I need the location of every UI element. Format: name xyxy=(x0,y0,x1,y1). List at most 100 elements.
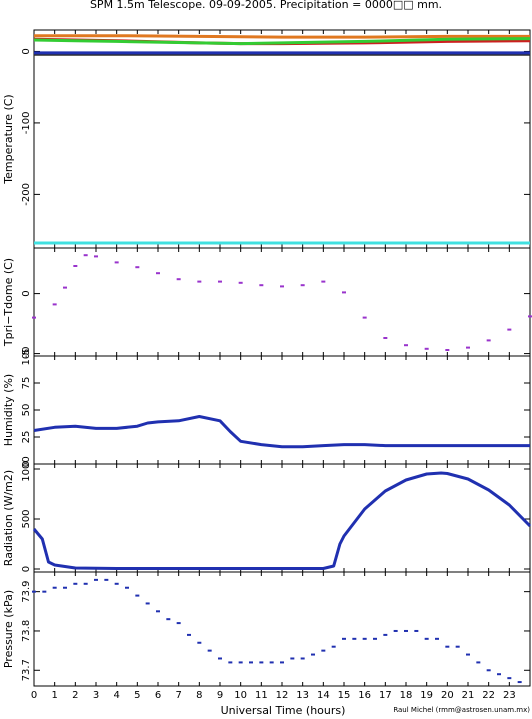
y-axis-label: Humidity (%) xyxy=(2,374,15,446)
x-tick-label: 20 xyxy=(441,690,454,701)
data-point xyxy=(176,622,181,625)
data-point xyxy=(114,261,119,264)
data-point xyxy=(373,637,377,640)
data-point xyxy=(187,633,191,636)
data-point xyxy=(476,661,481,664)
plot-frame xyxy=(33,247,531,357)
data-point xyxy=(228,661,233,664)
x-tick-label: 19 xyxy=(420,690,433,701)
data-point xyxy=(166,618,171,621)
x-tick-label: 1 xyxy=(51,690,57,701)
x-tick-label: 15 xyxy=(338,690,351,701)
data-point xyxy=(145,602,150,605)
panel-2: 0 -5 Tpri−Tdome (C) xyxy=(2,247,532,359)
data-point xyxy=(404,344,408,347)
data-point xyxy=(94,578,98,581)
x-tick-label: 14 xyxy=(317,690,330,701)
data-point xyxy=(393,629,398,632)
data-point xyxy=(218,280,222,283)
data-point xyxy=(197,280,202,283)
y-tick-label: 73.9 xyxy=(21,581,32,603)
data-point xyxy=(466,346,470,349)
x-tick-label: 17 xyxy=(379,690,392,701)
y-tick-label: 0 xyxy=(21,48,32,54)
data-point xyxy=(311,653,315,656)
data-point xyxy=(156,610,160,613)
data-point xyxy=(486,339,491,342)
series-line-1 xyxy=(32,471,532,570)
data-point xyxy=(269,661,274,664)
data-point xyxy=(290,657,295,660)
data-point xyxy=(497,673,501,676)
x-tick-label: 12 xyxy=(276,690,289,701)
data-point xyxy=(63,586,67,589)
x-tick-label: 0 xyxy=(31,690,37,701)
data-point xyxy=(32,590,36,593)
data-point xyxy=(445,645,450,648)
y-tick-label: -200 xyxy=(21,183,32,206)
x-tick-label: 6 xyxy=(155,690,161,701)
data-point xyxy=(156,272,160,275)
data-point xyxy=(331,645,336,648)
y-tick-label: -100 xyxy=(21,112,32,135)
data-point xyxy=(73,265,78,267)
y-tick-label: 1000 xyxy=(21,456,32,481)
data-point xyxy=(486,669,491,672)
x-tick-label: 18 xyxy=(400,690,413,701)
data-point xyxy=(424,347,429,350)
y-axis-label: Pressure (kPa) xyxy=(2,590,15,668)
data-point xyxy=(83,582,88,585)
data-point xyxy=(197,641,202,644)
data-point xyxy=(42,590,47,593)
x-tick-label: 5 xyxy=(134,690,140,701)
panel-3: 100 75 50 25 0 Humidity (%) xyxy=(2,346,531,467)
data-point xyxy=(383,337,388,339)
plot-frame xyxy=(33,29,531,249)
y-tick-label: 25 xyxy=(21,431,32,444)
data-point xyxy=(362,637,367,640)
data-point xyxy=(52,586,57,589)
panel-5: 73.9 73.8 73.7 Pressure (kPa) xyxy=(2,571,531,687)
series-line-1 xyxy=(33,415,530,449)
x-tick-label: 9 xyxy=(217,690,223,701)
data-point xyxy=(104,578,109,581)
data-point xyxy=(300,284,305,287)
data-point xyxy=(207,649,212,652)
data-point xyxy=(455,645,460,648)
y-axis-label: Tpri−Tdome (C) xyxy=(2,258,15,347)
x-tick-label: 7 xyxy=(175,690,181,701)
data-point xyxy=(259,284,264,287)
data-point xyxy=(114,582,119,585)
data-point xyxy=(342,637,346,640)
data-point xyxy=(238,281,243,284)
data-point xyxy=(383,633,388,636)
y-axis-label: Radiation (W/m2) xyxy=(2,470,15,566)
x-tick-label: 3 xyxy=(93,690,99,701)
y-tick-label: 100 xyxy=(21,346,32,365)
data-point xyxy=(445,349,450,351)
x-tick-label: 13 xyxy=(296,690,309,701)
data-point xyxy=(517,681,522,684)
plot-frame xyxy=(33,571,531,687)
data-point xyxy=(466,653,470,656)
y-tick-label: 73.7 xyxy=(21,659,32,681)
series-line-1 xyxy=(34,34,530,39)
data-point xyxy=(280,661,284,664)
panel-4: 1000 500 0 Radiation (W/m2) xyxy=(2,456,532,573)
data-point xyxy=(32,316,36,319)
data-point xyxy=(176,278,181,281)
data-point xyxy=(300,657,305,660)
x-tick-label: 8 xyxy=(196,690,202,701)
x-tick-label: 4 xyxy=(113,690,119,701)
y-tick-label: 75 xyxy=(21,377,32,390)
data-point xyxy=(218,657,222,660)
data-point xyxy=(238,661,243,664)
y-tick-label: -5 xyxy=(21,349,32,359)
data-point xyxy=(424,637,429,640)
data-point xyxy=(435,637,439,640)
data-point xyxy=(249,661,253,664)
data-point xyxy=(280,285,284,288)
panels: 0 -100 -200 Temperature (C) 0 -5 Tpri−Tdome (C… xyxy=(2,29,532,687)
x-tick-label: 2 xyxy=(72,690,78,701)
